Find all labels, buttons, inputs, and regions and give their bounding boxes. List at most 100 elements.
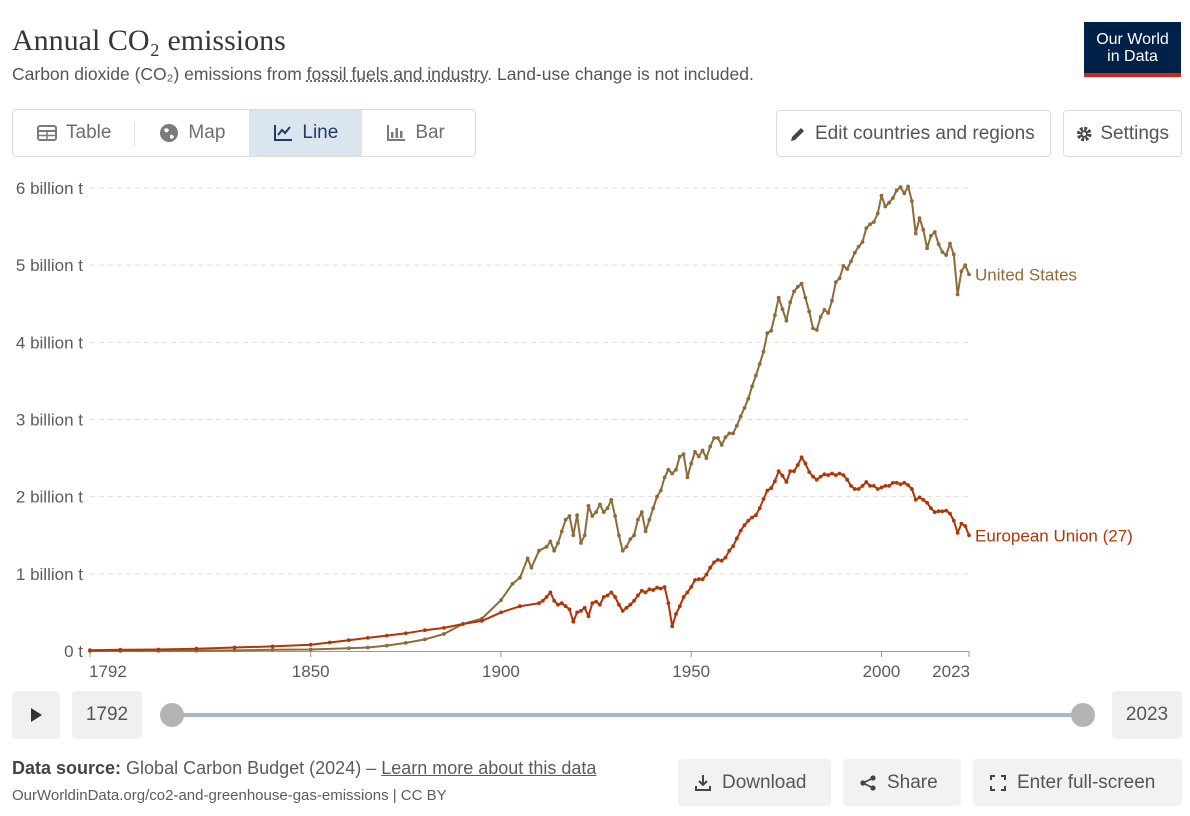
data-point <box>609 590 614 595</box>
share-button[interactable]: Share <box>843 759 961 806</box>
data-point <box>658 586 663 591</box>
x-tick-label: 1950 <box>672 662 710 681</box>
data-point <box>719 443 724 447</box>
data-point <box>327 640 332 645</box>
timeline-start-handle[interactable] <box>160 703 184 727</box>
data-point <box>860 240 865 244</box>
data-point <box>727 431 732 436</box>
data-point <box>617 602 621 607</box>
data-point <box>639 510 644 514</box>
source-text: Global Carbon Budget (2024) – <box>121 758 382 778</box>
timeline-end-handle[interactable] <box>1071 703 1095 727</box>
timeline-track[interactable] <box>172 713 1082 717</box>
data-point <box>761 497 766 501</box>
data-point <box>704 572 709 577</box>
data-point <box>780 307 785 312</box>
data-point <box>552 548 557 553</box>
data-point <box>788 469 793 474</box>
subtitle-text-end: . Land-use change is not included. <box>487 64 754 84</box>
data-point <box>906 184 910 189</box>
data-point <box>681 595 686 599</box>
fullscreen-icon <box>990 774 1006 791</box>
data-point <box>868 222 872 227</box>
tab-map[interactable]: Map <box>135 110 249 156</box>
data-point <box>887 200 891 205</box>
data-point <box>959 521 964 526</box>
series-label: United States <box>975 265 1077 284</box>
data-point <box>270 647 275 652</box>
data-point <box>708 565 713 570</box>
data-point <box>773 479 777 484</box>
data-point <box>818 315 823 319</box>
data-point <box>845 267 850 271</box>
data-point <box>849 484 853 488</box>
data-point <box>932 230 937 234</box>
data-point <box>624 605 629 610</box>
credit-line[interactable]: OurWorldinData.org/co2-and-greenhouse-ga… <box>12 787 447 804</box>
data-point <box>518 575 522 580</box>
learn-more-link[interactable]: Learn more about this data <box>381 758 597 778</box>
data-point <box>948 241 952 246</box>
play-button[interactable] <box>12 691 60 739</box>
data-point <box>384 633 389 638</box>
y-tick-label: 0 t <box>64 642 83 661</box>
tab-line-label: Line <box>302 122 339 143</box>
data-point <box>944 253 949 257</box>
data-point <box>552 598 557 603</box>
bar-chart-icon <box>387 125 406 141</box>
owid-logo[interactable]: Our World in Data <box>1084 22 1181 77</box>
data-point <box>925 246 929 251</box>
gear-icon <box>1076 126 1092 141</box>
data-point <box>852 250 857 255</box>
data-point <box>967 272 971 277</box>
data-point <box>902 480 907 485</box>
data-point <box>879 485 884 490</box>
data-point <box>563 604 568 609</box>
chart-subtitle: Carbon dioxide (CO₂) emissions from foss… <box>12 64 754 85</box>
data-point <box>894 480 899 485</box>
data-point <box>735 536 739 541</box>
data-point <box>868 484 872 488</box>
data-point <box>738 414 743 419</box>
data-point <box>696 577 701 582</box>
data-point <box>769 486 773 491</box>
play-icon <box>31 708 42 722</box>
line-chart-icon <box>274 125 293 141</box>
subtitle-link[interactable]: fossil fuels and industry <box>306 64 488 84</box>
data-point <box>822 472 827 477</box>
timeline-start-year[interactable]: 1792 <box>72 691 142 739</box>
data-point <box>936 509 941 514</box>
data-point <box>906 483 910 487</box>
fullscreen-button[interactable]: Enter full-screen <box>973 759 1182 806</box>
data-point <box>769 328 773 333</box>
data-point <box>872 220 876 224</box>
logo-line-2: in Data <box>1107 48 1158 65</box>
data-point <box>598 602 602 607</box>
data-point <box>948 511 952 516</box>
tab-bar[interactable]: Bar <box>362 110 469 156</box>
data-point <box>632 533 636 538</box>
tab-line[interactable]: Line <box>249 110 363 156</box>
download-button[interactable]: Download <box>678 759 831 806</box>
data-point <box>723 435 728 440</box>
data-point <box>852 487 857 491</box>
share-label: Share <box>887 771 938 793</box>
data-point <box>910 487 914 491</box>
data-point <box>833 280 838 284</box>
data-point <box>788 300 793 305</box>
timeline-end-year[interactable]: 2023 <box>1112 691 1182 739</box>
data-point <box>598 502 602 507</box>
data-point <box>88 648 92 653</box>
data-point <box>799 281 804 286</box>
data-point <box>270 644 275 649</box>
tab-table[interactable]: Table <box>13 110 136 156</box>
data-point <box>841 264 846 268</box>
settings-button[interactable]: Settings <box>1063 110 1182 157</box>
data-point <box>879 193 884 198</box>
data-point <box>586 504 591 508</box>
data-point <box>894 188 899 193</box>
edit-countries-button[interactable]: Edit countries and regions <box>776 110 1051 157</box>
data-point <box>643 590 648 595</box>
data-point <box>579 609 583 613</box>
data-point <box>544 544 549 549</box>
